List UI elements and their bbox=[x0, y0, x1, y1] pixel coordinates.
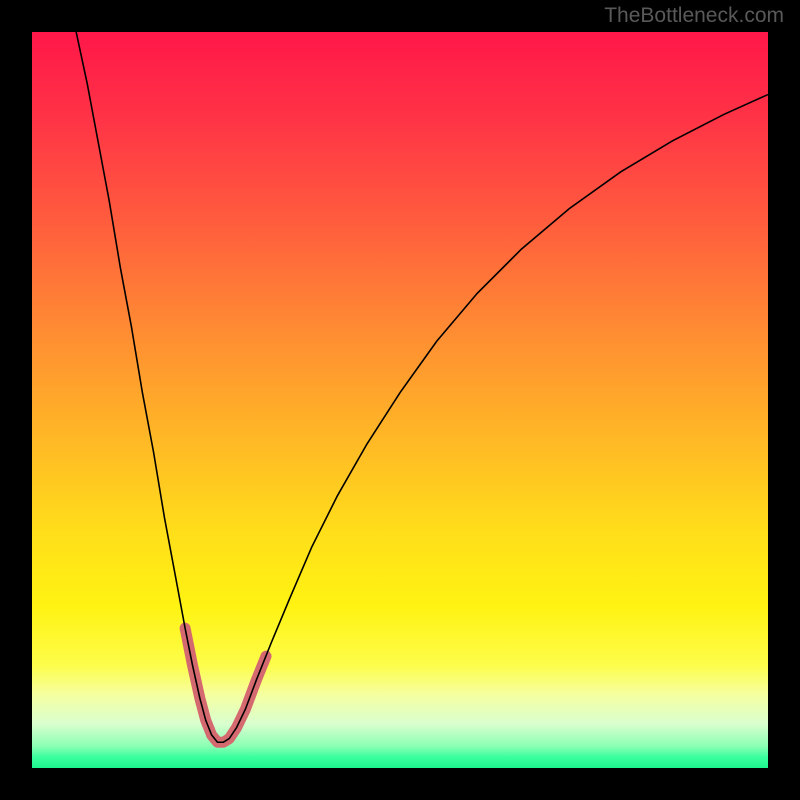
bottleneck-curve bbox=[76, 32, 768, 742]
plot-area bbox=[32, 32, 768, 768]
chart-curves bbox=[32, 32, 768, 768]
watermark: TheBottleneck.com bbox=[604, 4, 784, 28]
